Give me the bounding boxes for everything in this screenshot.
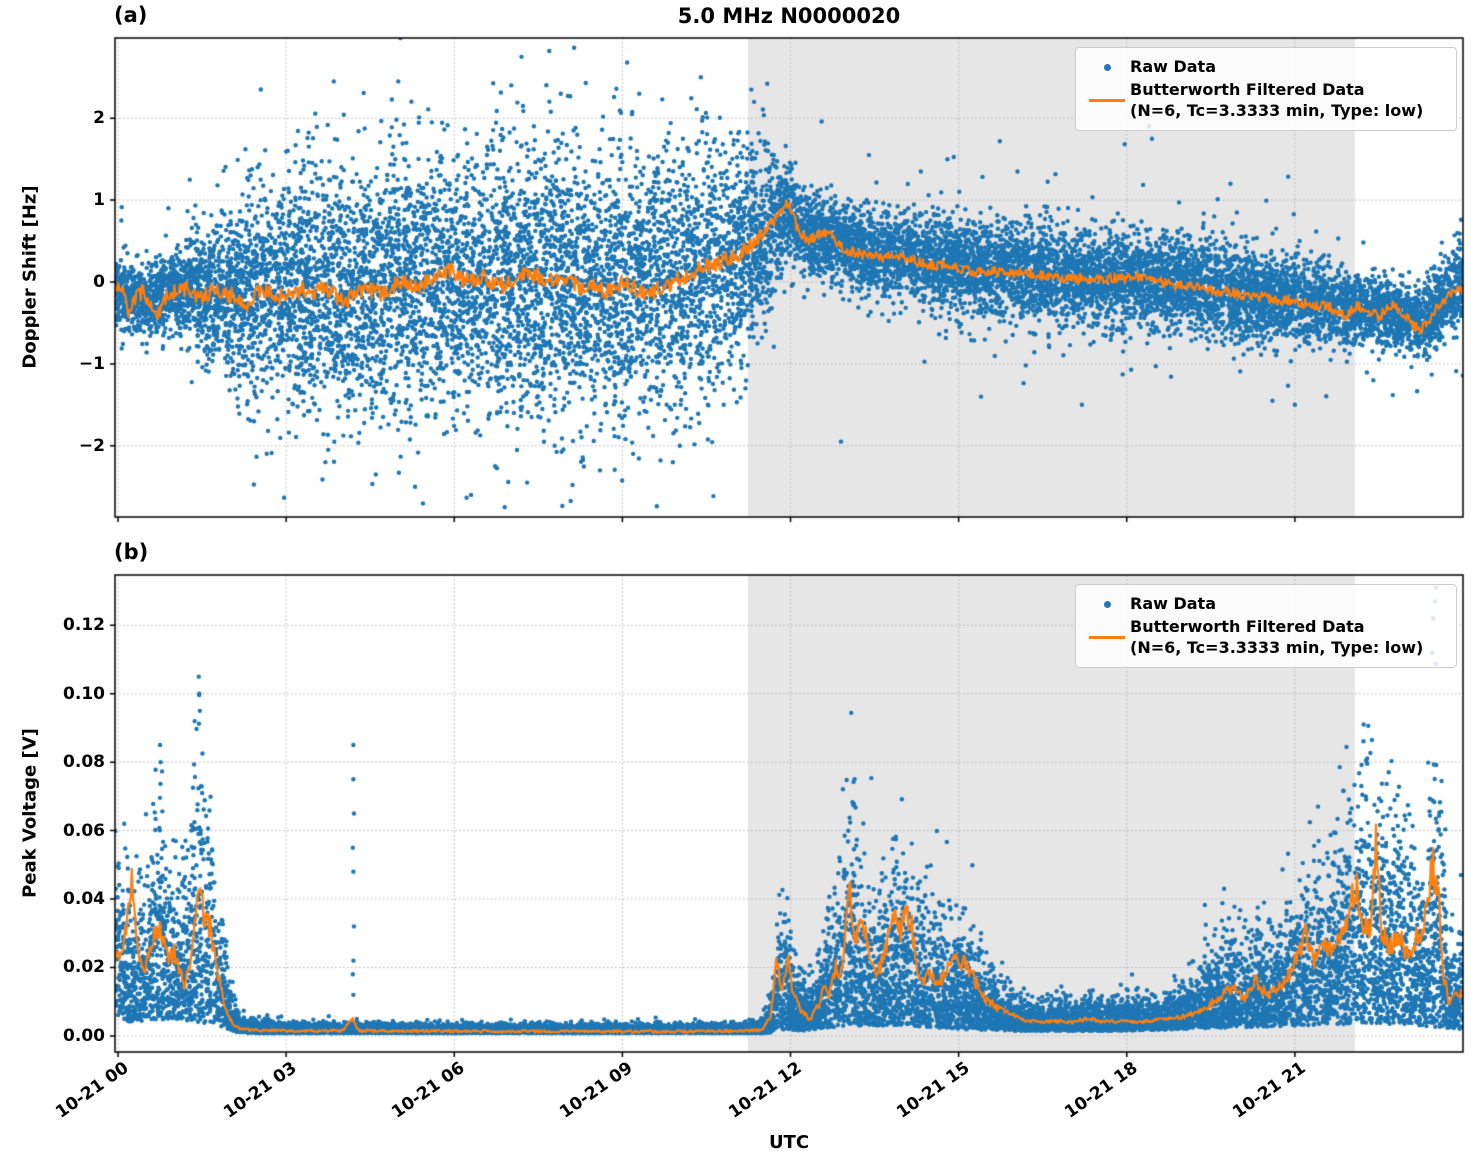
legend-label-filtered: Butterworth Filtered Data (N=6, Tc=3.333… (1130, 617, 1423, 659)
panel-a-y-tick-label: 0 (93, 272, 105, 292)
filtered-line-marker-icon (1084, 99, 1130, 103)
legend-label-filtered: Butterworth Filtered Data (N=6, Tc=3.333… (1130, 80, 1423, 122)
panel-a-y-tick-label: 1 (93, 190, 105, 211)
panel-b-y-tick-label: 0.02 (63, 957, 105, 978)
panel-a-y-tick-label: −1 (78, 353, 105, 374)
legend-label-raw: Raw Data (1130, 57, 1216, 76)
legend-label-filtered-params: (N=6, Tc=3.3333 min, Type: low) (1130, 100, 1424, 120)
panel-b-y-tick-label: 0.08 (63, 752, 105, 773)
panel-b-legend: Raw Data Butterworth Filtered Data (N=6,… (1075, 584, 1457, 669)
legend-entry-filtered-data: Butterworth Filtered Data (N=6, Tc=3.333… (1084, 80, 1446, 122)
panel-b-label: (b) (114, 540, 149, 564)
legend-entry-filtered-data: Butterworth Filtered Data (N=6, Tc=3.333… (1084, 617, 1446, 659)
legend-label-filtered-title: Butterworth Filtered Data (1130, 79, 1365, 99)
legend-entry-raw-data: Raw Data (1084, 57, 1446, 78)
legend-entry-raw-data: Raw Data (1084, 594, 1446, 615)
panel-b-y-tick-label: 0.00 (63, 1025, 105, 1046)
panel-a-legend: Raw Data Butterworth Filtered Data (N=6,… (1075, 47, 1457, 132)
raw-data-marker-icon (1084, 63, 1130, 71)
x-axis-label: UTC (768, 1132, 810, 1153)
panel-b-y-tick-label: 0.06 (63, 820, 105, 841)
legend-label-raw: Raw Data (1130, 594, 1216, 613)
panel-a-y-tick-label: −2 (78, 435, 105, 456)
figure-title: 5.0 MHz N0000020 (677, 4, 901, 28)
legend-label-filtered-title: Butterworth Filtered Data (1130, 616, 1365, 636)
panel-a-label: (a) (114, 3, 148, 27)
filtered-line-marker-icon (1084, 636, 1130, 640)
panel-b-y-tick-label: 0.12 (63, 615, 105, 636)
panel-a-y-tick-label: 2 (93, 108, 105, 129)
panel-b-y-tick-label: 0.04 (63, 889, 105, 910)
panel-b-y-tick-label: 0.10 (63, 683, 105, 704)
legend-label-filtered-params: (N=6, Tc=3.3333 min, Type: low) (1130, 637, 1424, 657)
raw-data-marker-icon (1084, 600, 1130, 608)
